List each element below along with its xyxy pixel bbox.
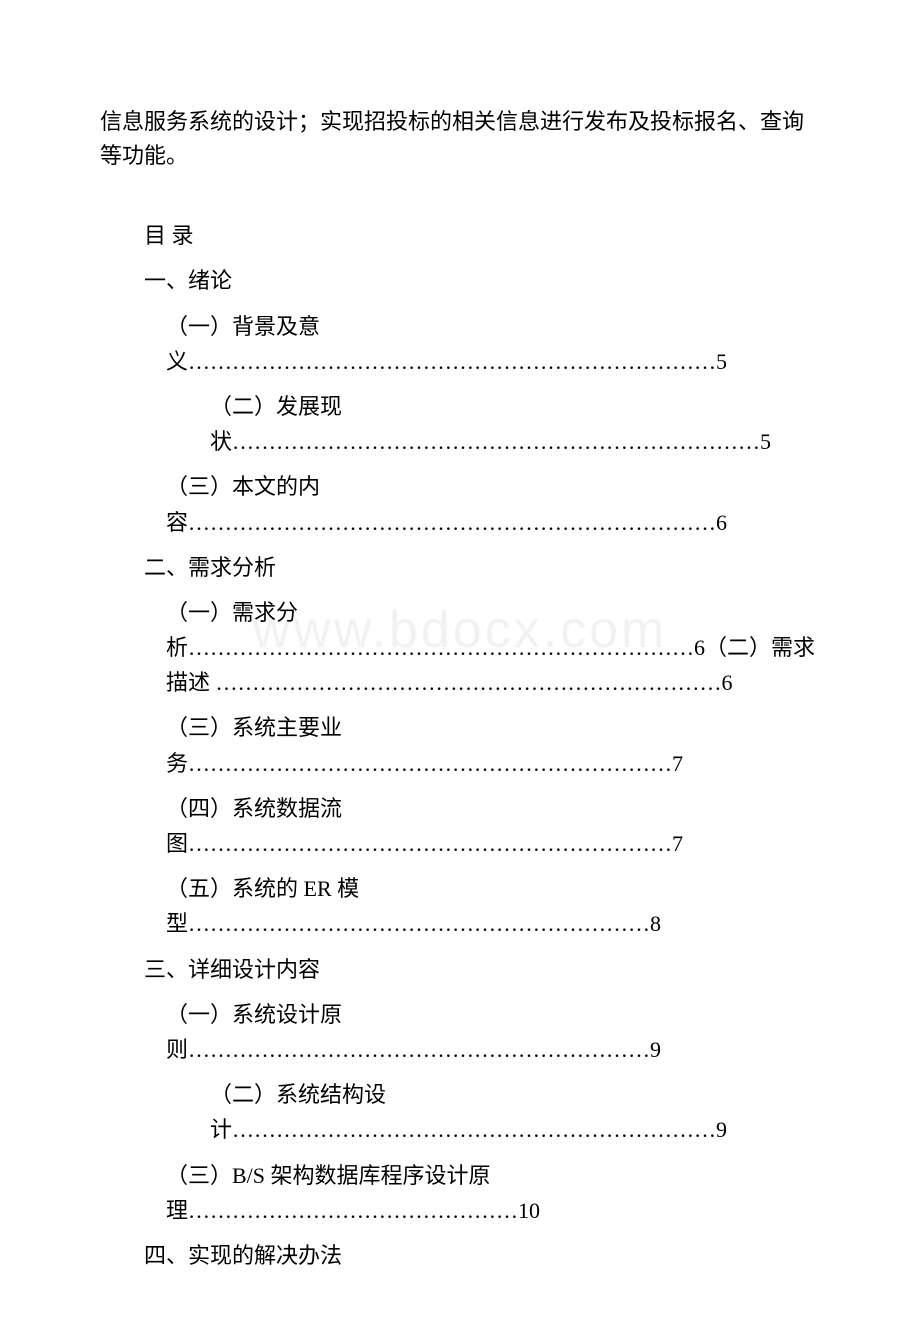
document-page: 信息服务系统的设计；实现招投标的相关信息进行发布及投标报名、查询等功能。 目 录… (0, 0, 920, 1343)
toc-item-text: （一）需求分析……………………………………………………………6 (166, 600, 705, 660)
toc-section-4-heading: 四、实现的解决办法 (100, 1238, 820, 1273)
toc-item: （一）需求分析……………………………………………………………6（二）需求描述 …… (100, 595, 820, 701)
toc-item: （一）背景及意义………………………………………………………………5 (100, 309, 820, 379)
toc-section-2-heading: 二、需求分析 (100, 550, 820, 585)
toc-item: （三）系统主要业务…………………………………………………………7 (100, 710, 820, 780)
toc-item: （四）系统数据流图…………………………………………………………7 (100, 791, 820, 861)
toc-item: （二）系统结构设计…………………………………………………………9 (100, 1077, 820, 1147)
toc-item: （三）B/S 架构数据库程序设计原理………………………………………10 (100, 1158, 820, 1228)
toc-item: （二）发展现状………………………………………………………………5 (100, 389, 820, 459)
toc-title: 目 录 (100, 218, 820, 253)
toc-item: （五）系统的 ER 模型………………………………………………………8 (100, 871, 820, 941)
toc-section-1-heading: 一、绪论 (100, 263, 820, 298)
toc-item: （三）本文的内容………………………………………………………………6 (100, 469, 820, 539)
toc-item: （一）系统设计原则………………………………………………………9 (100, 997, 820, 1067)
intro-paragraph: 信息服务系统的设计；实现招投标的相关信息进行发布及投标报名、查询等功能。 (100, 105, 820, 173)
toc-section-3-heading: 三、详细设计内容 (100, 952, 820, 987)
